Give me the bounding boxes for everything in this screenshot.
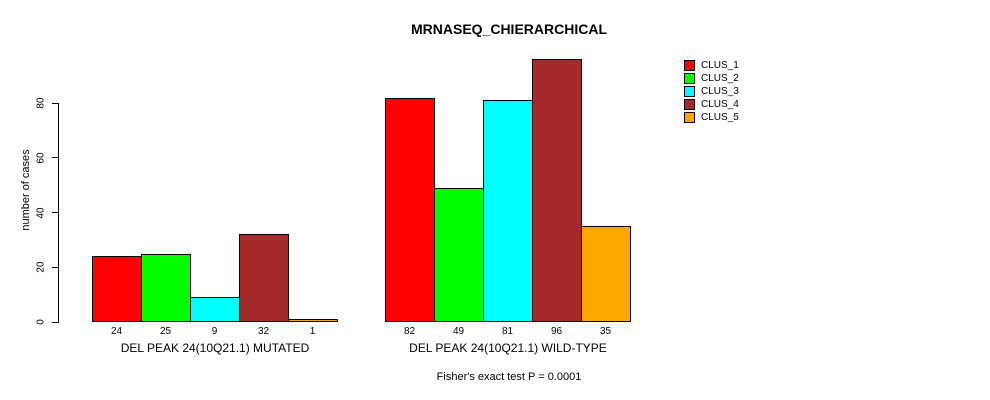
- legend-color-swatch: [684, 99, 695, 110]
- y-axis-tick-label: 60: [35, 152, 47, 164]
- group-axis-label: DEL PEAK 24(10Q21.1) MUTATED: [120, 341, 310, 355]
- bar-value-label: 25: [159, 326, 172, 337]
- bar-value-label: 81: [501, 326, 514, 337]
- bar-value-label: 32: [257, 326, 270, 337]
- y-axis-tick-mark: [52, 157, 58, 159]
- y-axis-label: number of cases: [20, 149, 32, 231]
- y-axis-tick-label: 0: [35, 319, 47, 325]
- bar-value-label: 24: [110, 326, 123, 337]
- chart-title: MRNASEQ_CHIERARCHICAL: [410, 21, 608, 37]
- y-axis-tick-label: 80: [35, 97, 47, 109]
- legend-item: CLUS_1: [684, 59, 739, 72]
- bar-value-label: 1: [309, 326, 316, 337]
- bar-clus_2: [141, 254, 191, 322]
- legend-color-swatch: [684, 86, 695, 97]
- bar-value-label: 82: [403, 326, 416, 337]
- bar-clus_5: [581, 226, 631, 322]
- group-axis-label: DEL PEAK 24(10Q21.1) WILD-TYPE: [409, 341, 607, 355]
- legend-item: CLUS_4: [684, 98, 739, 111]
- y-axis-tick-label: 40: [35, 206, 47, 219]
- y-axis-tick-label: 20: [35, 261, 47, 273]
- bar-clus_4: [239, 234, 289, 322]
- bar-clus_3: [190, 297, 240, 322]
- bar-clus_4: [532, 59, 582, 322]
- legend-item-label: CLUS_2: [701, 73, 739, 84]
- y-axis-tick-mark: [52, 102, 58, 104]
- footnote-text: Fisher's exact test P = 0.0001: [436, 371, 582, 383]
- bar-clus_2: [434, 188, 484, 322]
- legend-item-label: CLUS_1: [701, 60, 739, 71]
- legend-item-label: CLUS_3: [701, 86, 739, 97]
- legend-item: CLUS_5: [684, 111, 739, 124]
- bar-clus_1: [92, 256, 142, 322]
- bar-clus_1: [385, 98, 435, 322]
- legend-item: CLUS_2: [684, 72, 739, 85]
- bar-value-label: 49: [452, 326, 465, 337]
- y-axis-tick-mark: [52, 266, 58, 268]
- legend-color-swatch: [684, 112, 695, 123]
- bar-clus_5: [288, 319, 338, 322]
- legend-item-label: CLUS_5: [701, 112, 739, 123]
- legend: CLUS_1 CLUS_2 CLUS_3 CLUS_4 CLUS_5: [684, 59, 739, 124]
- y-axis-tick-mark: [52, 321, 58, 323]
- legend-item: CLUS_3: [684, 85, 739, 98]
- legend-color-swatch: [684, 60, 695, 71]
- legend-item-label: CLUS_4: [701, 99, 739, 110]
- y-axis-line: [58, 103, 59, 323]
- bar-value-label: 96: [550, 326, 563, 337]
- bar-value-label: 9: [211, 326, 218, 337]
- y-axis-tick-mark: [52, 212, 58, 213]
- bar-clus_3: [483, 100, 533, 322]
- legend-color-swatch: [684, 73, 695, 84]
- bar-value-label: 35: [599, 326, 612, 337]
